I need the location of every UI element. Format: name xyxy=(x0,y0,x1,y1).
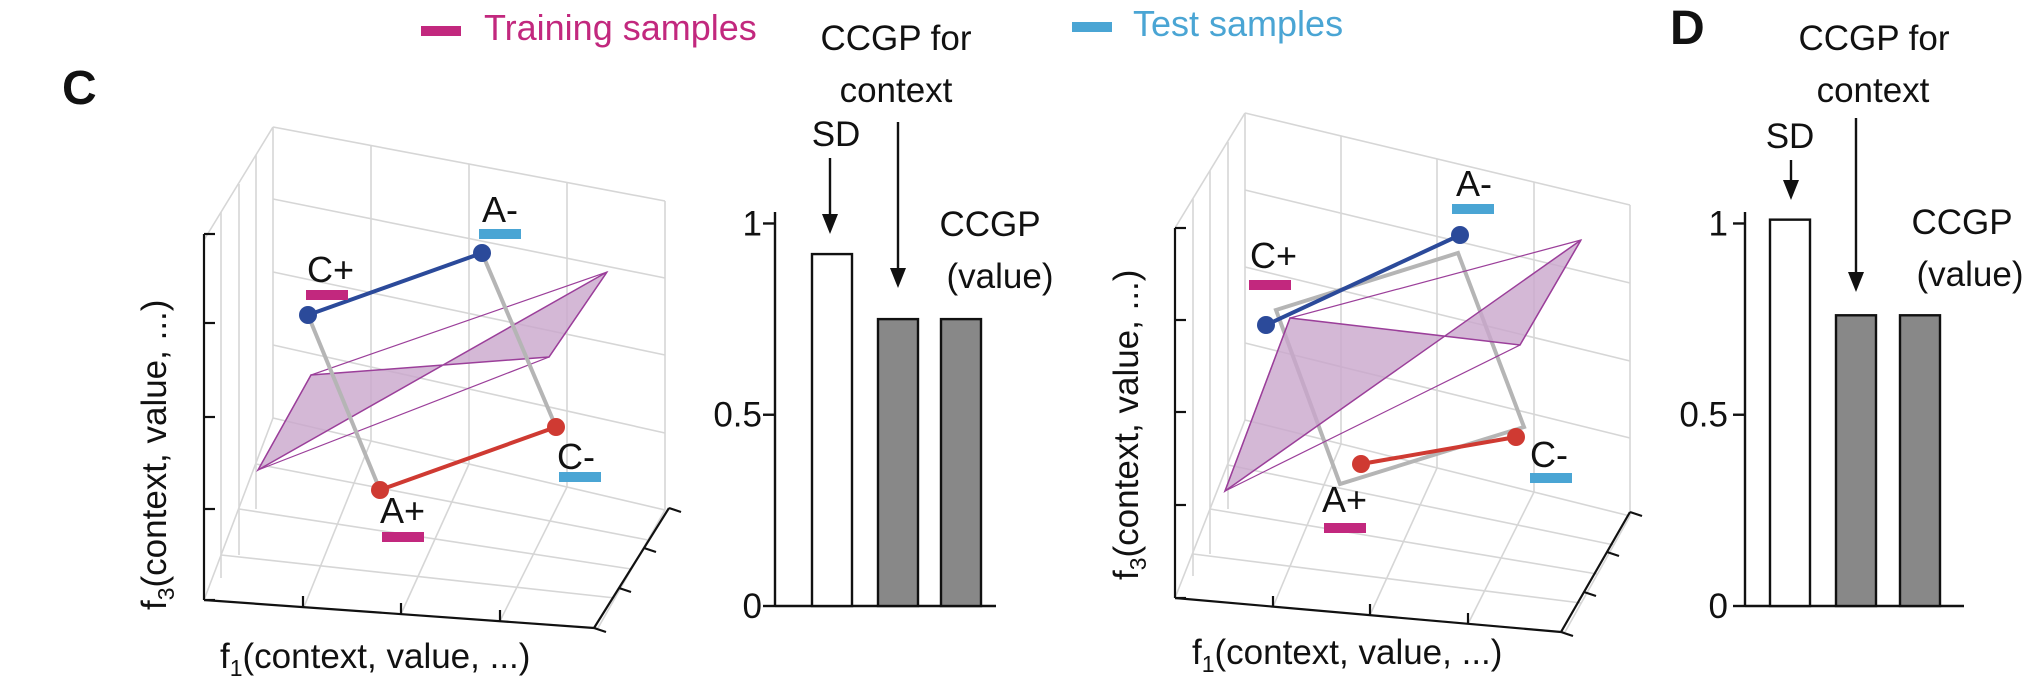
marker-a-plus-train xyxy=(382,532,424,542)
bar-sd xyxy=(810,252,854,608)
legend: Training samples Test samples xyxy=(421,3,1343,48)
point-a-plus xyxy=(371,481,389,499)
marker-a-minus-test xyxy=(479,229,521,239)
legend-test-swatch xyxy=(1072,22,1112,32)
y-tick-label: 0 xyxy=(1709,587,1728,626)
y-tick-label: 0.5 xyxy=(713,396,762,435)
axis-ticks xyxy=(1175,226,1643,638)
point-c-plus xyxy=(299,306,317,324)
rotated-square xyxy=(1273,250,1527,487)
red-pair-line xyxy=(1360,435,1517,466)
legend-training-swatch xyxy=(421,26,461,36)
grid-box xyxy=(203,126,666,629)
decision-plane-edge xyxy=(1223,239,1583,493)
label-c-minus: C- xyxy=(1530,434,1568,475)
ccgp-context-arrow-head xyxy=(1848,272,1864,292)
y-axis-label: f3(context, value, ...) xyxy=(135,300,179,610)
bar-ccgp-value xyxy=(939,317,983,608)
marker-a-minus-test xyxy=(1452,204,1494,214)
marker-c-minus-test xyxy=(559,472,601,482)
grid-box xyxy=(1174,112,1631,633)
legend-test-label: Test samples xyxy=(1133,3,1343,44)
marker-c-plus-train xyxy=(306,290,348,300)
axes xyxy=(1173,228,1631,634)
scatter-3d-right: A- C+ C- A+ f1(context, value, ...) f3(c… xyxy=(1107,112,1643,677)
scatter-3d-left: A- C+ C- A+ f1(context, value, ...) f3(c… xyxy=(135,126,682,681)
red-pair-line xyxy=(379,425,557,492)
label-a-minus: A- xyxy=(1456,163,1492,204)
label-c-plus: C+ xyxy=(1250,235,1297,276)
point-a-plus xyxy=(1352,455,1370,473)
label-c-minus: C- xyxy=(557,436,595,477)
ccgp-value-label-line1: CCGP xyxy=(939,205,1040,244)
label-a-plus: A+ xyxy=(380,490,425,531)
label-a-plus: A+ xyxy=(1322,479,1367,520)
decision-plane xyxy=(1223,239,1582,494)
y-tick-label: 1 xyxy=(1709,204,1728,243)
sd-label: SD xyxy=(812,115,861,154)
connector-left xyxy=(306,314,382,491)
ccgp-context-label-line1: CCGP for xyxy=(1798,19,1949,58)
y-axis-label: f3(context, value, ...) xyxy=(1107,270,1151,580)
decision-plane xyxy=(256,271,608,472)
connector-right xyxy=(480,252,558,428)
label-a-minus: A- xyxy=(482,189,518,230)
y-tick-label: 1 xyxy=(743,204,762,243)
x-axis-label: f1(context, value, ...) xyxy=(220,637,530,681)
point-a-minus xyxy=(473,244,491,262)
ccgp-context-arrow-head xyxy=(890,268,906,288)
ccgp-value-label-line2: (value) xyxy=(1917,255,2024,294)
panel-label-d: D xyxy=(1670,2,1705,55)
bar-annotations: CCGP for context SD CCGP (value) xyxy=(812,19,1054,296)
bar-ccgp-value xyxy=(1898,314,1942,608)
point-c-plus xyxy=(1257,316,1275,334)
panel-label-c: C xyxy=(62,62,97,115)
y-tick-label: 0.5 xyxy=(1679,396,1728,435)
legend-training-label: Training samples xyxy=(484,7,757,48)
sd-label: SD xyxy=(1766,117,1815,156)
ccgp-context-label-line2: context xyxy=(840,71,953,110)
point-a-minus xyxy=(1451,226,1469,244)
marker-c-minus-test xyxy=(1530,473,1572,483)
ccgp-value-label-line2: (value) xyxy=(947,257,1054,296)
bar-chart-d: CCGP for context SD CCGP (value) 0 0.5 1 xyxy=(1679,19,2023,626)
axis-ticks xyxy=(204,232,682,634)
bar-sd xyxy=(1768,218,1812,608)
blue-pair-line xyxy=(307,251,483,317)
bar-ccgp-for-context xyxy=(876,317,920,608)
ccgp-value-label-line1: CCGP xyxy=(1911,203,2012,242)
sd-arrow-head xyxy=(1783,180,1799,200)
y-tick-label: 0 xyxy=(743,587,762,626)
ccgp-context-label-line2: context xyxy=(1817,71,1930,110)
ccgp-context-label-line1: CCGP for xyxy=(820,19,971,58)
point-c-minus xyxy=(1507,428,1525,446)
sd-arrow-head xyxy=(822,214,838,234)
label-c-plus: C+ xyxy=(307,249,354,290)
bar-annotations: CCGP for context SD CCGP (value) xyxy=(1766,19,2024,294)
blue-pair-line xyxy=(1265,233,1461,327)
bar-ccgp-for-context xyxy=(1834,314,1878,608)
marker-c-plus-train xyxy=(1249,280,1291,290)
x-axis-label: f1(context, value, ...) xyxy=(1192,633,1502,677)
bar-chart-c: CCGP for context SD CCGP (value) 0 0.5 1 xyxy=(713,19,1053,626)
marker-a-plus-train xyxy=(1324,523,1366,533)
decision-plane-edge xyxy=(256,270,609,472)
point-c-minus xyxy=(547,418,565,436)
